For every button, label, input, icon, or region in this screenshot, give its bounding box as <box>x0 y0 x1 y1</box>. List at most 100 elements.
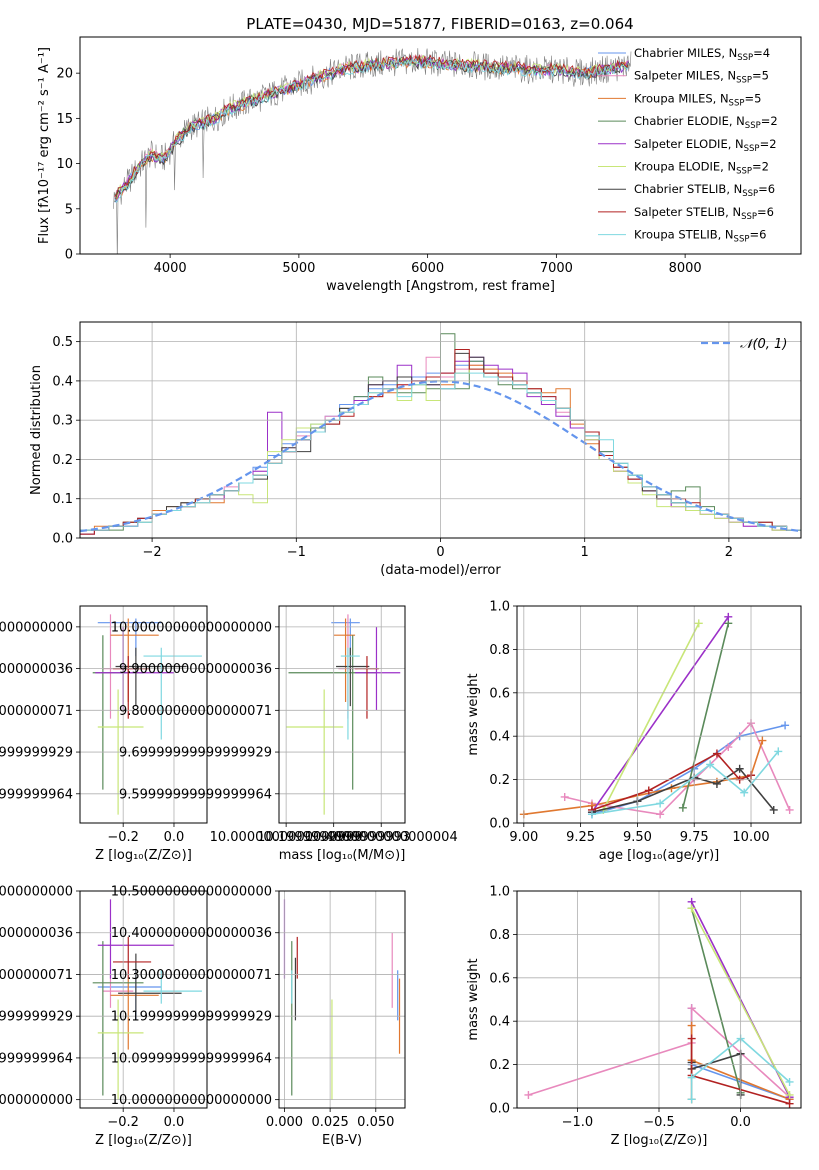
weight-marker <box>687 1095 696 1104</box>
weight_vs_Z-ylabel: mass weight <box>466 958 481 1040</box>
legend-label-subscript: SSP <box>741 212 757 222</box>
age_vs_mass-ytick-label: 9.59999999999999964 <box>119 787 272 802</box>
weight_vs_Z-xlabel: Z [log₁₀(Z/Z⊙)] <box>611 1133 708 1148</box>
spectrum-ytick-label: 10 <box>56 157 73 172</box>
mass_vs_Z-xtick-label: 0.0 <box>164 1115 185 1130</box>
weight-marker <box>687 1034 696 1043</box>
panel-residuals: −2 −1 0 1 2 0.0 0.1 0.2 0.3 0.4 0.5 (data-model)/er… <box>29 321 802 578</box>
mass_vs_Z-ytick-label: 10.09999999999999964 <box>0 1051 73 1066</box>
age_vs_mass-ytick-label: 10.00000000000000000 <box>111 620 272 635</box>
age_vs_Z-xtick-label: 0.0 <box>164 830 185 845</box>
weight_vs_age-xtick-label: 10.00 <box>732 830 769 845</box>
age_vs_mass-xtick-label: 10.4000000000000004 <box>305 830 458 845</box>
axes-frame <box>516 605 802 824</box>
weight_vs_Z-ytick-label: 0.8 <box>489 928 510 943</box>
mass_vs_ebv-ytick-label: 10.30000000000000071 <box>111 968 272 983</box>
weight_vs_Z-xtick-label: 0.0 <box>730 1115 751 1130</box>
panel-spectrum: 4000 5000 6000 7000 8000 0 5 10 15 20 wavelength [… <box>37 36 802 294</box>
residuals-ytick-label: 0.3 <box>52 414 73 429</box>
age_vs_Z-ytick-label: 9.69999999999999929 <box>0 746 73 761</box>
residuals-ytick-label: 0.0 <box>52 532 73 547</box>
age_vs_mass-xlabel: mass [log₁₀(M/M⊙)] <box>279 848 406 863</box>
legend-label: 𝒩(0, 1) <box>740 337 787 352</box>
weight_vs_age-xlabel: age [log₁₀(age/yr)] <box>599 848 720 863</box>
weight-marker <box>769 805 778 814</box>
residuals-legend: 𝒩(0, 1) <box>701 337 787 352</box>
legend-label-value: =5 <box>744 91 761 105</box>
legend-label-value: =6 <box>758 182 775 196</box>
mass_vs_ebv-xlabel: E(B-V) <box>322 1133 362 1148</box>
weight-marker <box>560 792 569 801</box>
age_vs_Z-xtick-label: −0.2 <box>107 830 139 845</box>
spectrum-xtick-label: 7000 <box>540 261 573 276</box>
axes-frame <box>79 605 208 824</box>
weight-marker <box>785 1090 794 1099</box>
axes-frame <box>79 890 208 1109</box>
weight-marker <box>785 1077 794 1086</box>
panel-weight_vs_age: 9.00 9.25 9.50 9.75 10.00 0.0 0.2 0.4 0.6 0.8 1.0 a… <box>466 600 802 863</box>
axes-frame <box>278 890 406 1109</box>
legend-label: Chabrier STELIB, NSSP=6 <box>634 182 775 199</box>
weight-marker <box>656 799 665 808</box>
weight_vs_age-xtick-label: 9.25 <box>566 830 595 845</box>
spectrum-model-line <box>114 56 629 204</box>
weight-marker <box>587 810 596 819</box>
weight-marker <box>706 760 715 769</box>
residuals-ylabel: Normed distribution <box>29 365 44 495</box>
age_vs_mass-ytick-label: 9.90000000000000036 <box>119 662 272 677</box>
spectrum-ytick-label: 15 <box>56 112 73 127</box>
weight_vs_age-ytick-label: 0.0 <box>489 817 510 832</box>
legend-label-value: =2 <box>752 160 769 174</box>
mass_vs_ebv-plot-area <box>283 899 401 1100</box>
legend-label-value: =6 <box>749 228 766 242</box>
axes-frame <box>516 890 802 1109</box>
weight_vs_Z-ytick-label: 0.2 <box>489 1058 510 1073</box>
mass_vs_Z-xtick-label: −0.2 <box>107 1115 139 1130</box>
age_vs_Z-ytick-label: 10.00000000000000000 <box>0 620 73 635</box>
age_vs_mass-ytick-label: 9.69999999999999929 <box>119 746 272 761</box>
weight-marker <box>687 1004 696 1013</box>
spectrum-plot-area <box>113 48 632 254</box>
legend-label-subscript: SSP <box>742 189 758 199</box>
spectrum-ytick-label: 5 <box>65 202 73 217</box>
weight-marker <box>712 749 721 758</box>
weight-marker <box>724 743 733 752</box>
spectrum-xtick-label: 5000 <box>282 261 315 276</box>
residuals-ytick-label: 0.4 <box>52 374 73 389</box>
age_vs_mass-plot-area <box>286 614 401 815</box>
mass_vs_Z-xlabel: Z [log₁₀(Z/Z⊙)] <box>95 1133 192 1148</box>
panel-mass_vs_ebv: 0.000 0.025 0.050 10.00000000000000000 10.09… <box>111 885 406 1148</box>
weight-marker <box>687 904 696 913</box>
residuals-xtick-label: −2 <box>143 545 162 560</box>
spectrum-xtick-label: 6000 <box>411 261 444 276</box>
legend-label-value: =4 <box>753 46 770 60</box>
weight-marker <box>644 786 653 795</box>
legend-label: Salpeter MILES, NSSP=5 <box>634 69 769 86</box>
mass_vs_Z-ytick-label: 10.30000000000000071 <box>0 968 73 983</box>
weight-marker <box>774 747 783 756</box>
legend-label: Salpeter ELODIE, NSSP=2 <box>634 137 777 154</box>
age_vs_Z-ytick-label: 9.90000000000000036 <box>0 662 73 677</box>
legend-label-subscript: SSP <box>734 235 750 245</box>
legend-label-subscript: SSP <box>744 144 760 154</box>
residuals-xtick-label: 0 <box>436 545 444 560</box>
legend-label-subscript: SSP <box>745 121 761 131</box>
mass_vs_ebv-ytick-label: 10.09999999999999964 <box>111 1051 272 1066</box>
residuals-xtick-label: 1 <box>581 545 589 560</box>
weight-marker <box>758 736 767 745</box>
legend-label-value: =6 <box>757 205 774 219</box>
age_vs_mass-ytick-label: 9.80000000000000071 <box>119 704 272 719</box>
spectrum-xtick-label: 4000 <box>154 261 187 276</box>
weight-line <box>690 1037 791 1100</box>
residuals-ytick-label: 0.1 <box>52 492 73 507</box>
legend-label-value: =2 <box>760 137 777 151</box>
weight_vs_age-ytick-label: 0.4 <box>489 730 510 745</box>
legend-label: Kroupa ELODIE, NSSP=2 <box>634 160 769 177</box>
age_vs_Z-ytick-label: 9.59999999999999964 <box>0 787 73 802</box>
weight-marker <box>656 810 665 819</box>
panel-weight_vs_Z: −1.0 −0.5 0.0 0.0 0.2 0.4 0.6 0.8 1.0 Z [log₁₀(Z/… <box>466 885 802 1148</box>
age_vs_Z-xlabel: Z [log₁₀(Z/Z⊙)] <box>95 848 192 863</box>
mass_vs_ebv-xtick-label: 0.050 <box>357 1115 394 1130</box>
spectrum-model-line <box>114 55 629 203</box>
